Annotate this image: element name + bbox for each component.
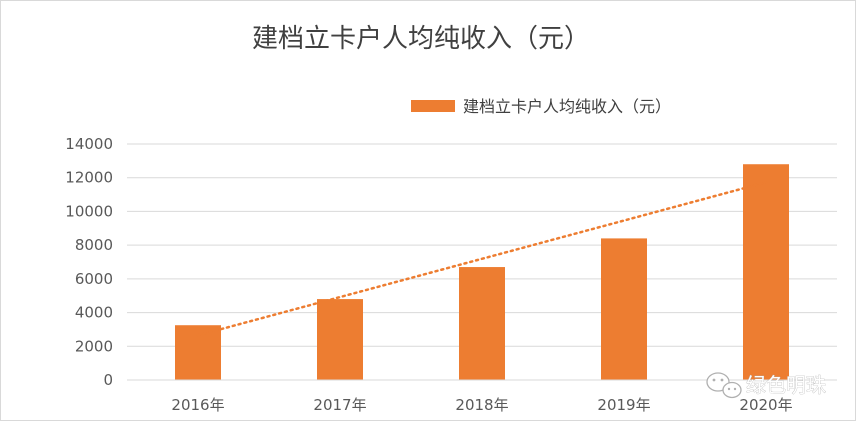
y-tick-label: 0 (103, 371, 113, 389)
watermark-text: 绿色明珠 (746, 373, 826, 397)
y-tick-label: 8000 (75, 236, 113, 254)
x-tick-label: 2016年 (171, 396, 224, 414)
bar (743, 164, 789, 380)
legend: 建档立卡户人均纯收入（元） (411, 97, 671, 116)
bar (459, 267, 505, 380)
y-tick-label: 2000 (75, 337, 113, 355)
bars (175, 164, 789, 380)
bar (175, 325, 221, 380)
bar (317, 299, 363, 380)
x-tick-label: 2017年 (313, 396, 366, 414)
trendline (196, 181, 768, 337)
watermark: 绿色明珠 (706, 372, 826, 399)
y-axis: 0 2000 4000 6000 8000 10000 12000 14000 (65, 135, 113, 389)
wechat-icon (706, 372, 742, 399)
x-tick-label: 2019年 (597, 396, 650, 414)
legend-swatch (411, 100, 455, 112)
y-tick-label: 4000 (75, 304, 113, 322)
y-tick-label: 14000 (65, 135, 113, 153)
y-tick-label: 6000 (75, 270, 113, 288)
x-tick-label: 2020年 (739, 396, 792, 414)
legend-label: 建档立卡户人均纯收入（元） (463, 97, 671, 116)
y-tick-label: 12000 (65, 169, 113, 187)
y-tick-label: 10000 (65, 202, 113, 220)
x-axis: 2016年 2017年 2018年 2019年 2020年 (171, 396, 792, 414)
bar (601, 238, 647, 380)
chart-title: 建档立卡户人均纯收入（元） (252, 24, 590, 54)
x-tick-label: 2018年 (455, 396, 508, 414)
